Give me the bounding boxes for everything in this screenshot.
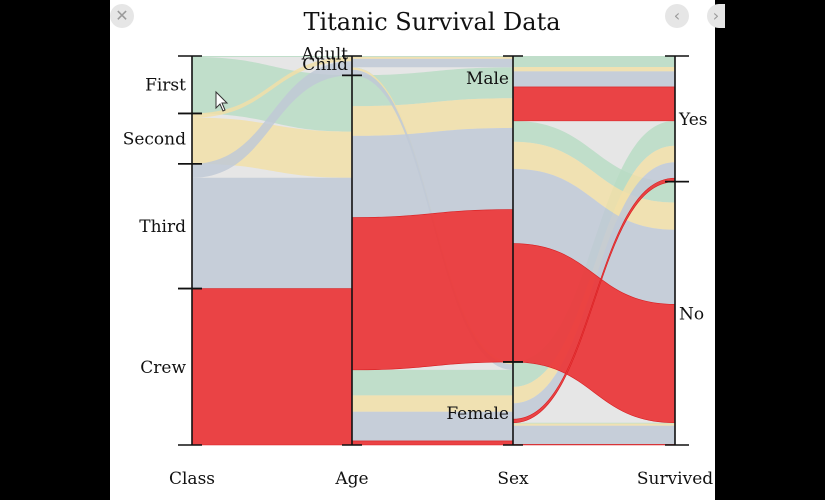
- ribbon-second-1[interactable]: [352, 98, 513, 136]
- ribbon-second-0[interactable]: [192, 57, 352, 118]
- ribbon-third-0[interactable]: [192, 177, 352, 289]
- dimension-label-age: Age: [334, 469, 368, 489]
- ribbon-second-2[interactable]: [513, 423, 675, 426]
- dimension-label-sex: Sex: [497, 469, 529, 489]
- ribbon-third-2[interactable]: [513, 71, 675, 87]
- category-label-second: Second: [123, 130, 186, 150]
- parallel-sets-chart: Titanic Survival Data First Second Third Cr…: [123, 8, 714, 489]
- ribbon-first-2[interactable]: [513, 56, 675, 67]
- category-label-third: Third: [139, 217, 186, 237]
- ribbon-crew-1[interactable]: [351, 209, 514, 371]
- ribbons-layer: [191, 56, 676, 446]
- category-label-yes: Yes: [678, 110, 708, 130]
- dimension-label-survived: Survived: [637, 469, 713, 489]
- ribbon-crew-2[interactable]: [512, 86, 676, 122]
- category-label-no: No: [679, 304, 704, 324]
- ribbon-third-1[interactable]: [352, 127, 513, 218]
- category-label-male: Male: [466, 69, 509, 89]
- ribbon-first-0[interactable]: [192, 56, 352, 58]
- ribbon-third-0[interactable]: [192, 61, 352, 178]
- ribbon-first-2[interactable]: [513, 422, 675, 424]
- category-label-female: Female: [446, 404, 509, 424]
- ribbon-third-2[interactable]: [513, 425, 675, 445]
- chevron-right-icon[interactable]: ›: [707, 4, 725, 28]
- chart-title: Titanic Survival Data: [303, 8, 560, 36]
- ribbon-second-1[interactable]: [352, 56, 513, 59]
- ribbon-second-1[interactable]: [352, 395, 513, 412]
- ribbon-first-1[interactable]: [352, 369, 513, 396]
- close-icon[interactable]: ✕: [110, 4, 134, 28]
- category-label-adult: Adult: [301, 44, 349, 64]
- dimension-label-class: Class: [169, 469, 215, 489]
- ribbon-crew-1[interactable]: [351, 440, 514, 446]
- mouse-cursor-icon: [215, 90, 229, 112]
- chevron-left-icon[interactable]: ‹: [665, 4, 689, 28]
- ribbon-third-1[interactable]: [352, 411, 513, 441]
- ribbon-crew-2[interactable]: [512, 444, 676, 446]
- category-label-crew: Crew: [140, 358, 186, 378]
- ribbon-second-2[interactable]: [513, 66, 675, 72]
- ribbon-first-1[interactable]: [352, 56, 513, 57]
- ribbon-crew-0[interactable]: [191, 288, 353, 446]
- category-label-child: Child: [302, 55, 348, 75]
- ribbon-first-1[interactable]: [352, 67, 513, 107]
- category-label-first: First: [145, 76, 186, 96]
- ribbon-third-1[interactable]: [352, 58, 513, 68]
- chart-panel: Titanic Survival Data First Second Third Cr…: [110, 0, 715, 500]
- ribbon-third-2[interactable]: [513, 168, 675, 305]
